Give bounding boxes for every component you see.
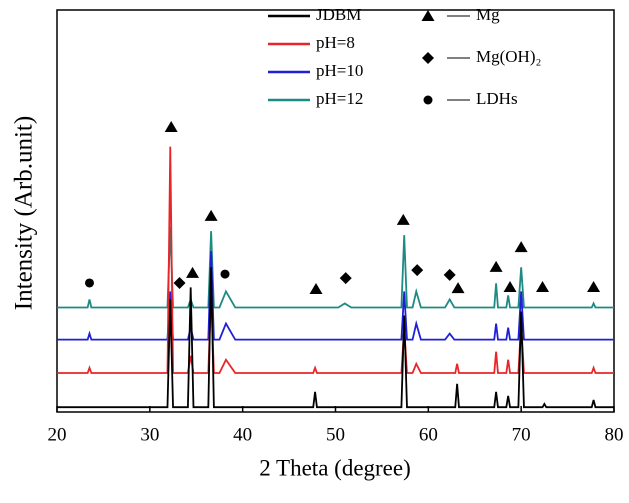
phase-marker (503, 280, 517, 292)
x-tick-label: 40 (233, 424, 252, 445)
xrd-pattern (57, 227, 614, 309)
phase-marker (411, 264, 424, 277)
legend-label: LDHs (476, 89, 518, 108)
legend-symbol (421, 10, 435, 21)
legend-symbol (422, 52, 434, 64)
phase-marker (587, 280, 601, 292)
phase-marker (204, 209, 218, 221)
legend-label: pH=12 (316, 89, 363, 108)
phase-marker (220, 269, 230, 279)
phase-marker (339, 272, 352, 285)
phase-marker (443, 268, 456, 281)
legend-label: pH=10 (316, 61, 363, 80)
xrd-pattern (57, 267, 614, 409)
x-tick-label: 70 (512, 424, 531, 445)
x-tick-label: 80 (605, 424, 624, 445)
phase-marker (489, 260, 503, 272)
phase-marker (84, 278, 94, 288)
xrd-pattern (57, 251, 614, 341)
legend-label: Mg(OH)₂ (476, 47, 541, 66)
phase-marker (186, 266, 200, 278)
x-tick-label: 60 (419, 424, 438, 445)
phase-marker (309, 282, 323, 294)
phase-marker (514, 241, 528, 253)
x-tick-label: 30 (140, 424, 159, 445)
phase-marker (536, 280, 550, 292)
phase-marker (451, 282, 465, 294)
x-axis-label: 2 Theta (degree) (259, 455, 411, 480)
legend-label: pH=8 (316, 33, 355, 52)
x-tick-label: 20 (48, 424, 67, 445)
y-axis-label: Intensity (Arb.unit) (11, 116, 38, 310)
legend-label: Mg (476, 5, 500, 24)
phase-marker (396, 213, 410, 225)
phase-marker (173, 276, 186, 289)
x-tick-label: 50 (326, 424, 345, 445)
legend-label: JDBM (316, 5, 361, 24)
legend-symbol (423, 95, 433, 105)
phase-marker (164, 120, 178, 132)
